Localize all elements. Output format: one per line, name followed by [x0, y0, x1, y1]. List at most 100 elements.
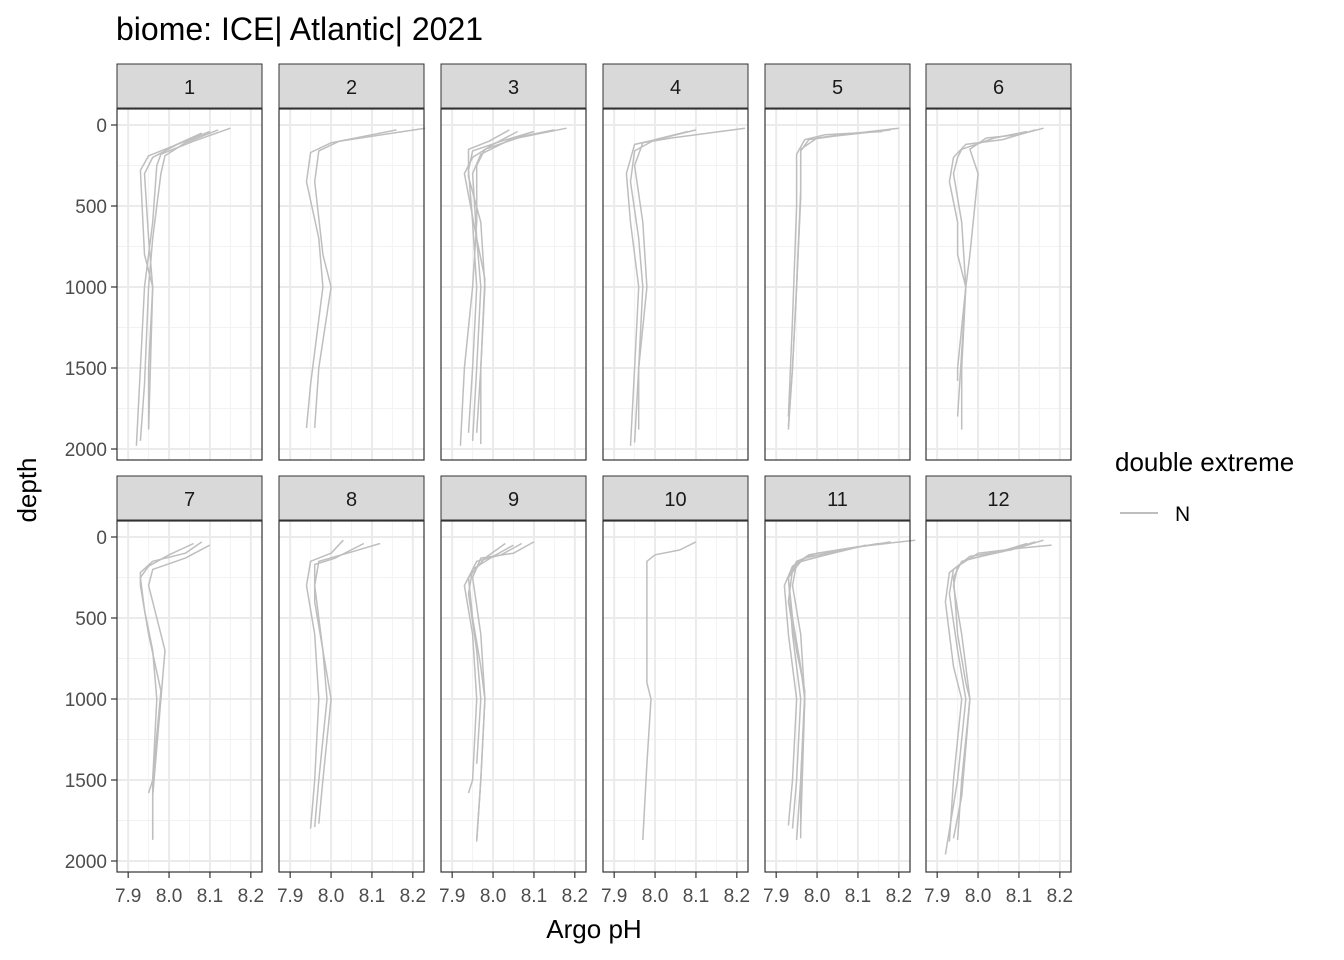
panel-border [602, 520, 749, 873]
facet-strip [764, 63, 911, 109]
x-tick-label: 8.2 [886, 886, 912, 907]
facet-strip [925, 63, 1072, 109]
y-tick-label: 500 [75, 197, 107, 218]
panel-6: 6 [925, 63, 1072, 461]
legend-label-N: N [1175, 503, 1190, 526]
facet-strip-label: 6 [993, 77, 1004, 99]
profile-line [642, 541, 697, 840]
profile-line [463, 542, 523, 794]
chart-title: biome: ICE| Atlantic| 2021 [116, 11, 483, 47]
y-tick-label: 0 [96, 528, 107, 549]
facet-strip-label: 5 [832, 77, 843, 99]
profile-line [313, 542, 365, 828]
x-tick-label: 8.0 [480, 886, 506, 907]
facet-strip-label: 7 [184, 489, 195, 511]
x-tick-label: 8.0 [965, 886, 991, 907]
profile-line [629, 130, 688, 430]
facet-strip-label: 9 [508, 489, 519, 511]
profile-line [791, 545, 859, 829]
y-tick-label: 1500 [65, 771, 107, 792]
profile-line [139, 542, 194, 840]
panel-border [440, 520, 587, 873]
x-tick-label: 8.0 [804, 886, 830, 907]
y-tick-label: 1000 [65, 690, 107, 711]
facet-strip [116, 63, 263, 109]
panel-border [116, 520, 263, 873]
facet-strip-label: 11 [827, 489, 848, 511]
x-tick-label: 7.9 [439, 886, 465, 907]
y-tick-label: 2000 [65, 440, 107, 461]
x-tick-label: 7.9 [115, 886, 141, 907]
facet-strip [602, 475, 749, 521]
profile-line [952, 130, 1028, 417]
facet-strip-label: 12 [987, 489, 1009, 511]
y-tick-label: 0 [96, 116, 107, 137]
profile-line [467, 129, 510, 433]
facet-strip [440, 475, 587, 521]
x-tick-label: 7.9 [924, 886, 950, 907]
panel-2: 2 [278, 63, 426, 461]
x-tick-label: 8.0 [156, 886, 182, 907]
legend-title: double extreme [1115, 447, 1294, 477]
facet-strip [116, 475, 263, 521]
panel-border [602, 108, 749, 461]
profile-line [305, 539, 344, 829]
x-tick-label: 8.2 [400, 886, 426, 907]
panel-border [278, 520, 425, 873]
facet-strip-label: 8 [346, 489, 357, 511]
panel-7: 7 0 500 1000 1500 2000 7.9 8.0 8.1 8.2 [65, 475, 264, 907]
x-tick-label: 7.9 [601, 886, 627, 907]
profile-line [787, 130, 883, 417]
panel-border [116, 108, 263, 461]
facet-strip-label: 2 [346, 77, 357, 99]
x-tick-label: 8.1 [197, 886, 223, 907]
panel-border [440, 108, 587, 461]
y-axis-title: depth [12, 457, 42, 522]
facet-strip [602, 63, 749, 109]
profile-line [471, 129, 555, 441]
x-tick-label: 8.1 [683, 886, 709, 907]
panel-3: 3 [440, 63, 587, 461]
panel-border [925, 520, 1072, 873]
x-tick-label: 7.9 [763, 886, 789, 907]
x-tick-label: 8.2 [724, 886, 750, 907]
profile-line [139, 132, 203, 430]
panel-11: 11 7.9 8.0 8.1 8.2 [763, 475, 916, 907]
x-tick-label: 8.2 [1047, 886, 1073, 907]
panel-9: 9 7.9 8.0 8.1 8.2 [439, 475, 588, 907]
x-tick-label: 8.1 [359, 886, 385, 907]
x-tick-label: 8.2 [238, 886, 264, 907]
profile-line [305, 129, 397, 428]
profile-line [135, 127, 231, 446]
x-tick-label: 7.9 [277, 886, 303, 907]
y-tick-label: 1000 [65, 278, 107, 299]
legend: double extreme N [1115, 447, 1294, 526]
panel-5: 5 [764, 63, 911, 461]
profile-line [147, 544, 211, 839]
x-tick-label: 8.1 [845, 886, 871, 907]
panel-10: 10 7.9 8.0 8.1 8.2 [601, 475, 750, 907]
profile-line [467, 542, 506, 840]
facet-strip [764, 475, 911, 521]
panel-12: 12 7.9 8.0 8.1 8.2 [924, 475, 1073, 907]
panel-4: 4 [602, 63, 749, 461]
profile-line [952, 544, 1052, 839]
facet-strip-label: 3 [508, 77, 519, 99]
y-tick-label: 500 [75, 609, 107, 630]
y-tick-label: 2000 [65, 852, 107, 873]
x-axis-title: Argo pH [546, 914, 641, 944]
facet-strip-label: 10 [664, 489, 686, 511]
x-tick-label: 8.0 [642, 886, 668, 907]
panel-border [764, 520, 911, 873]
facet-strip [440, 63, 587, 109]
facet-strip-label: 4 [670, 77, 681, 99]
x-tick-label: 8.2 [562, 886, 588, 907]
profile-line [952, 542, 1028, 840]
y-tick-label: 1500 [65, 359, 107, 380]
x-tick-label: 8.0 [318, 886, 344, 907]
profile-line [313, 127, 426, 428]
facet-strip [278, 475, 425, 521]
profile-line [787, 129, 891, 427]
